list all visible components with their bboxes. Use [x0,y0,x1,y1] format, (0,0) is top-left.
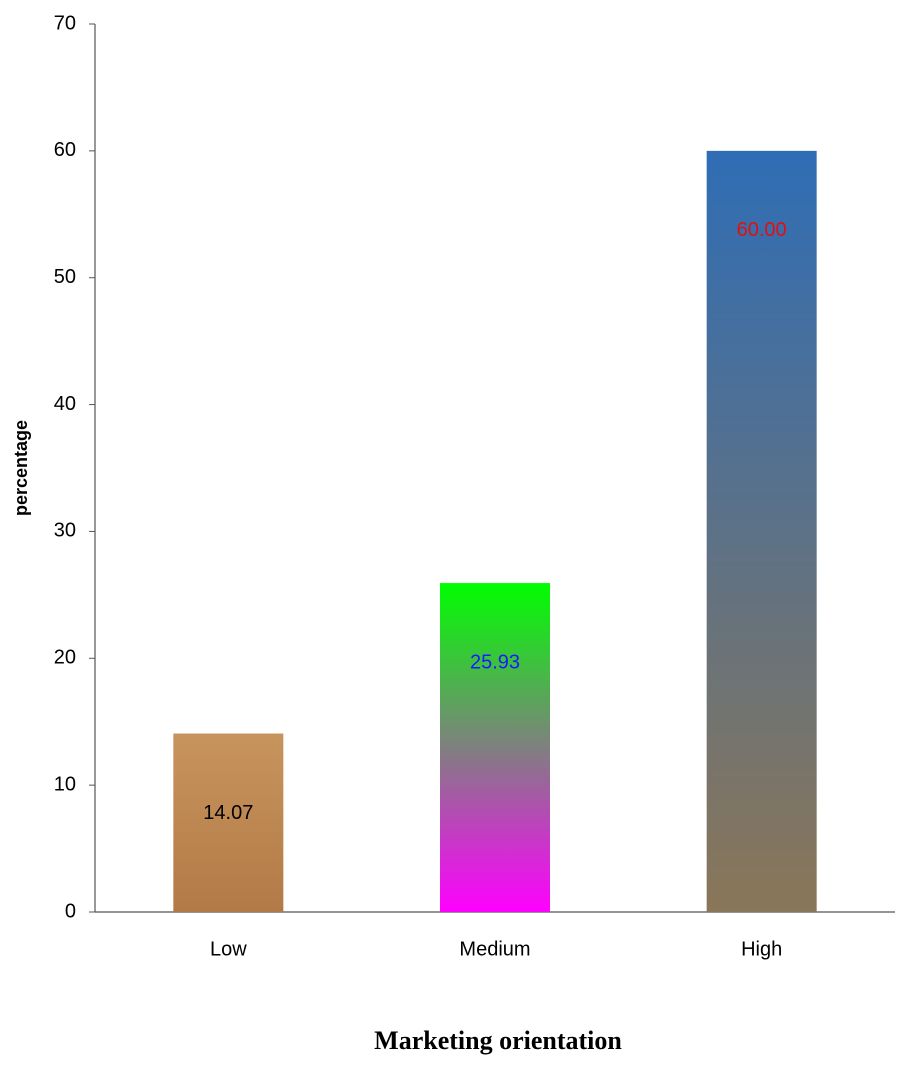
data-label: 60.00 [737,219,787,241]
x-tick-label: Medium [459,938,530,960]
y-tick-label: 50 [54,266,76,288]
bar [707,151,817,912]
data-label: 14.07 [203,802,253,824]
y-axis-label: percentage [11,420,31,516]
chart: percentage Marketing orientation 0 10 20 30… [0,0,902,1064]
y-tick-label: 10 [54,773,76,795]
y-tick-label: 20 [54,647,76,669]
y-tick-label: 0 [65,900,76,922]
x-tick-label: Low [210,938,247,960]
y-tick-label: 40 [54,393,76,415]
y-tick-label: 70 [54,12,76,34]
y-tick-label: 60 [54,139,76,161]
x-tick-label: High [741,938,782,960]
data-label: 25.93 [470,651,520,673]
x-axis-label: Marketing orientation [374,1026,622,1055]
y-tick-label: 30 [54,520,76,542]
bar [440,583,550,912]
